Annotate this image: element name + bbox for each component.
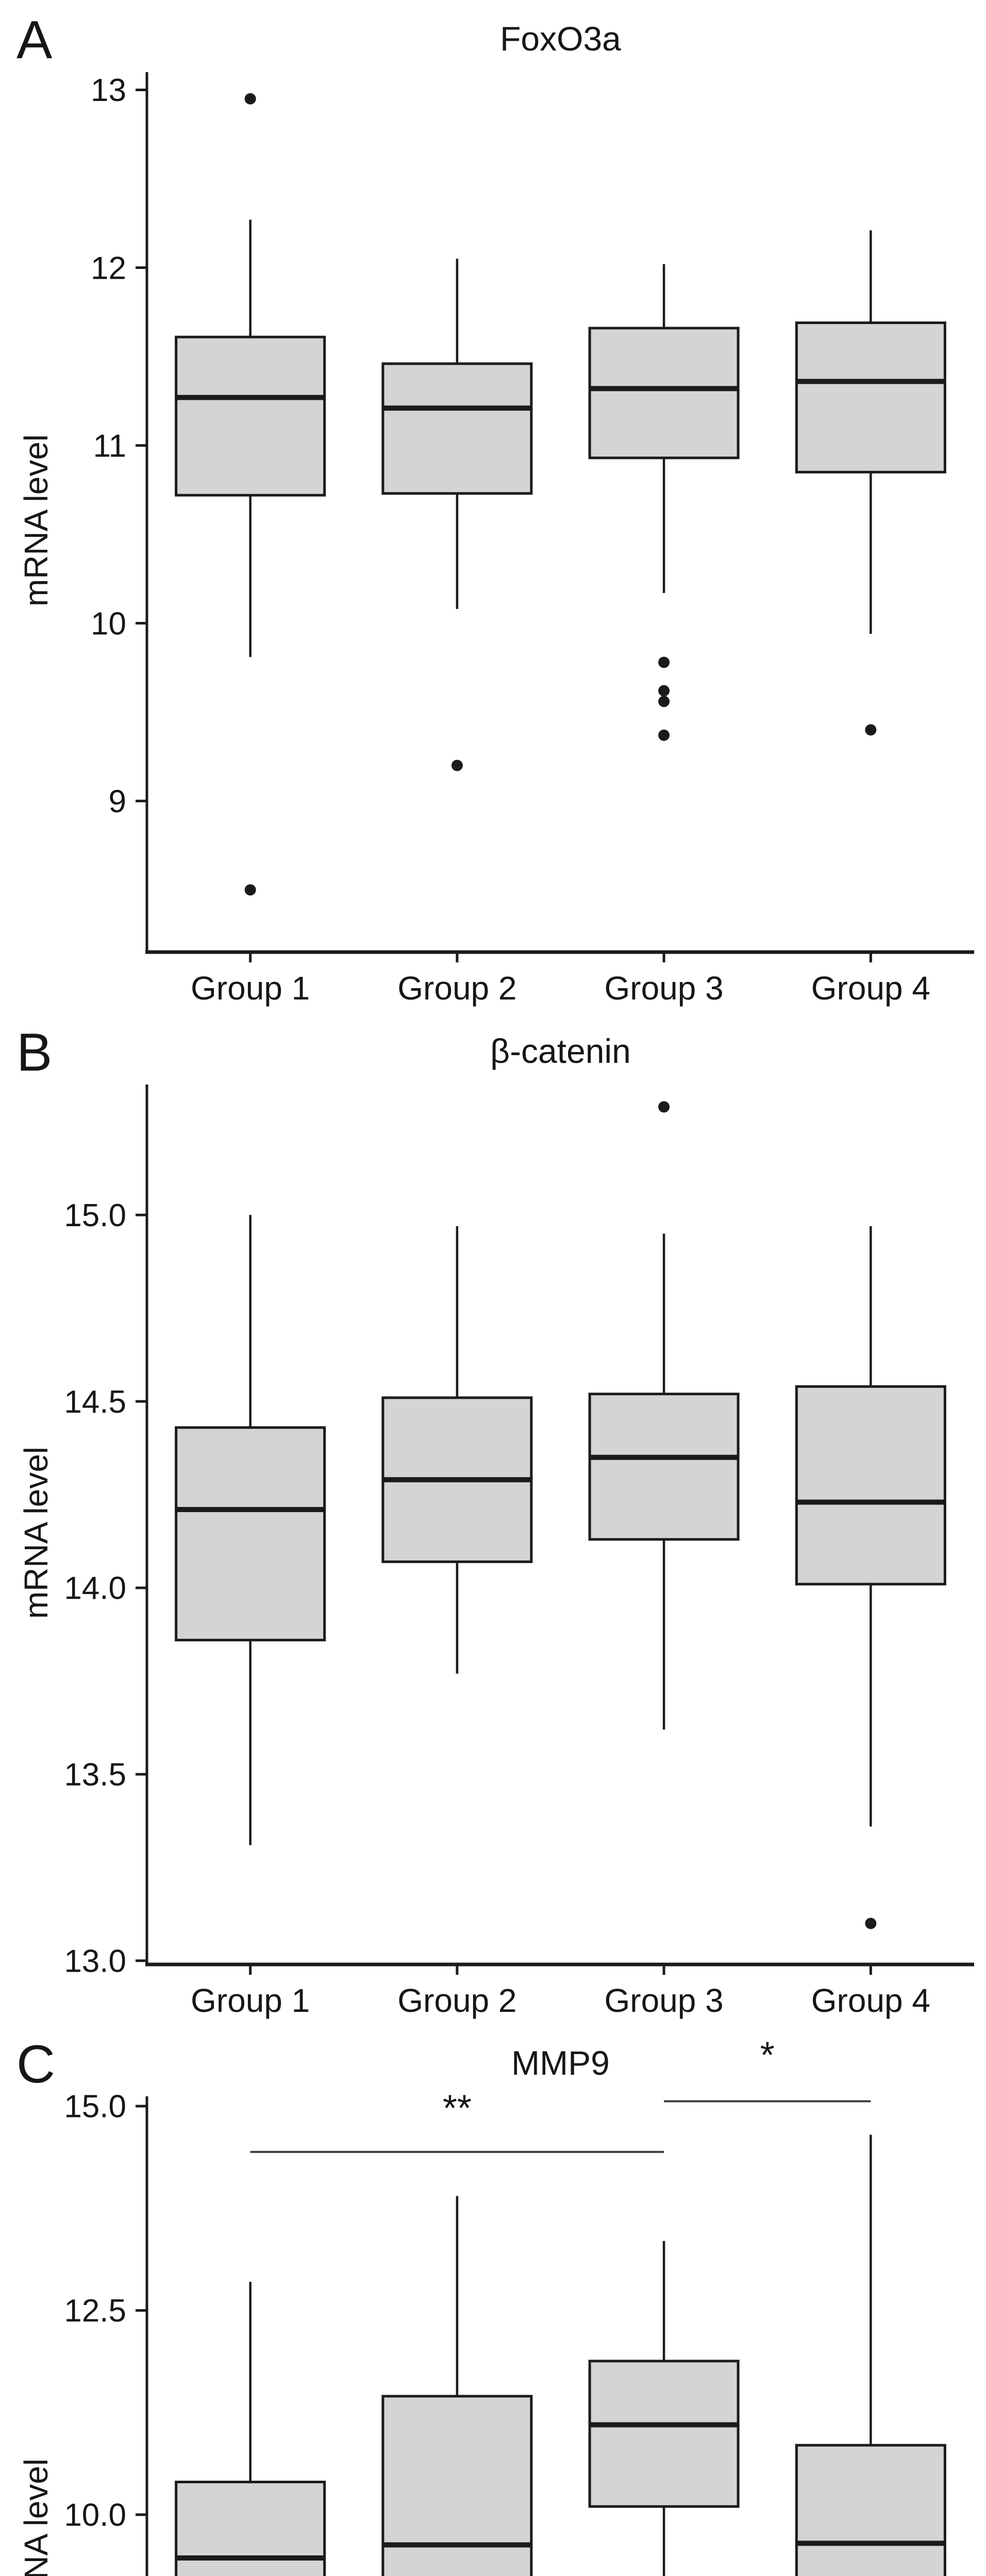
- x-tick-label: Group 3: [605, 970, 724, 1007]
- panel-b-boxplot: 13.0 13.5 14.0 14.5 15.0 Group 1 Group 2 Group …: [64, 1084, 974, 2019]
- panel-letter-c: C: [16, 2035, 56, 2094]
- y-tick-label: 15.0: [64, 1198, 126, 1233]
- panel-a-title: FoxO3a: [500, 20, 621, 58]
- box-group-1: [175, 335, 326, 497]
- outlier-point-group-4: [865, 1918, 877, 1929]
- panel-letter-a: A: [16, 10, 53, 70]
- box-group-2: [381, 2395, 533, 2576]
- x-tick-label: Group 2: [397, 1982, 516, 2019]
- y-tick-label: 14.0: [64, 1571, 126, 1606]
- panel-a-y-axis-label: mRNA level: [18, 434, 55, 607]
- y-tick-label: 9: [109, 784, 126, 819]
- panel-c-y-axis-label: mRNA level: [18, 2458, 55, 2576]
- box-group-2: [381, 362, 533, 495]
- panel-b-y-axis-label: mRNA level: [18, 1446, 55, 1619]
- y-tick-label: 11: [93, 428, 126, 464]
- outlier-point-group-3: [658, 730, 670, 741]
- panel-letter-b: B: [16, 1023, 53, 1082]
- outlier-point-group-3: [658, 696, 670, 707]
- box-group-4: [795, 2444, 946, 2576]
- outlier-point-group-3: [658, 656, 670, 668]
- y-tick-label: 13.5: [64, 1757, 126, 1793]
- y-tick-label: 13.0: [64, 1943, 126, 1979]
- outlier-point-group-2: [451, 759, 463, 771]
- panel-b-title: β-catenin: [490, 1032, 631, 1070]
- x-tick-label: Group 1: [191, 1982, 310, 2019]
- significance-label: *: [760, 2035, 775, 2076]
- y-tick-label: 14.5: [64, 1384, 126, 1420]
- box-group-1: [175, 2481, 326, 2576]
- y-tick-label: 12: [91, 250, 126, 286]
- outlier-point-group-3: [658, 1101, 670, 1113]
- x-tick-label: Group 1: [191, 970, 310, 1007]
- y-tick-label: 15.0: [64, 2089, 126, 2125]
- x-tick-label: Group 2: [397, 970, 516, 1007]
- significance-label: **: [443, 2088, 472, 2129]
- outlier-point-group-4: [865, 724, 877, 736]
- y-tick-label: 10: [91, 606, 126, 641]
- box-group-3: [588, 1393, 740, 1541]
- outlier-point-group-3: [658, 685, 670, 697]
- box-group-3: [588, 2360, 740, 2508]
- outlier-point-group-1: [244, 93, 256, 105]
- box-group-4: [795, 321, 946, 473]
- y-tick-label: 13: [91, 73, 126, 108]
- panel-c: C MMP9 mRNA level 5.07.510.012.515.0Grou…: [0, 2024, 986, 2576]
- panel-a: A FoxO3a mRNA level 9 10 11 12 13 Group 1 Grou…: [0, 0, 986, 1012]
- x-tick-label: Group 3: [605, 1982, 724, 2019]
- box-group-1: [175, 1426, 326, 1641]
- x-tick-label: Group 4: [811, 1982, 930, 2019]
- panel-a-boxplot: 9 10 11 12 13 Group 1 Group 2 Group 3 Group 4: [91, 72, 974, 1007]
- panel-b: B β-catenin mRNA level 13.0 13.5 14.0 14.5 1…: [0, 1012, 986, 2025]
- y-tick-label: 10.0: [64, 2498, 126, 2533]
- y-tick-label: 12.5: [64, 2293, 126, 2329]
- outlier-point-group-1: [244, 884, 256, 896]
- box-group-3: [588, 327, 740, 460]
- box-group-4: [795, 1385, 946, 1586]
- panel-c-title: MMP9: [511, 2044, 610, 2082]
- x-tick-label: Group 4: [811, 970, 930, 1007]
